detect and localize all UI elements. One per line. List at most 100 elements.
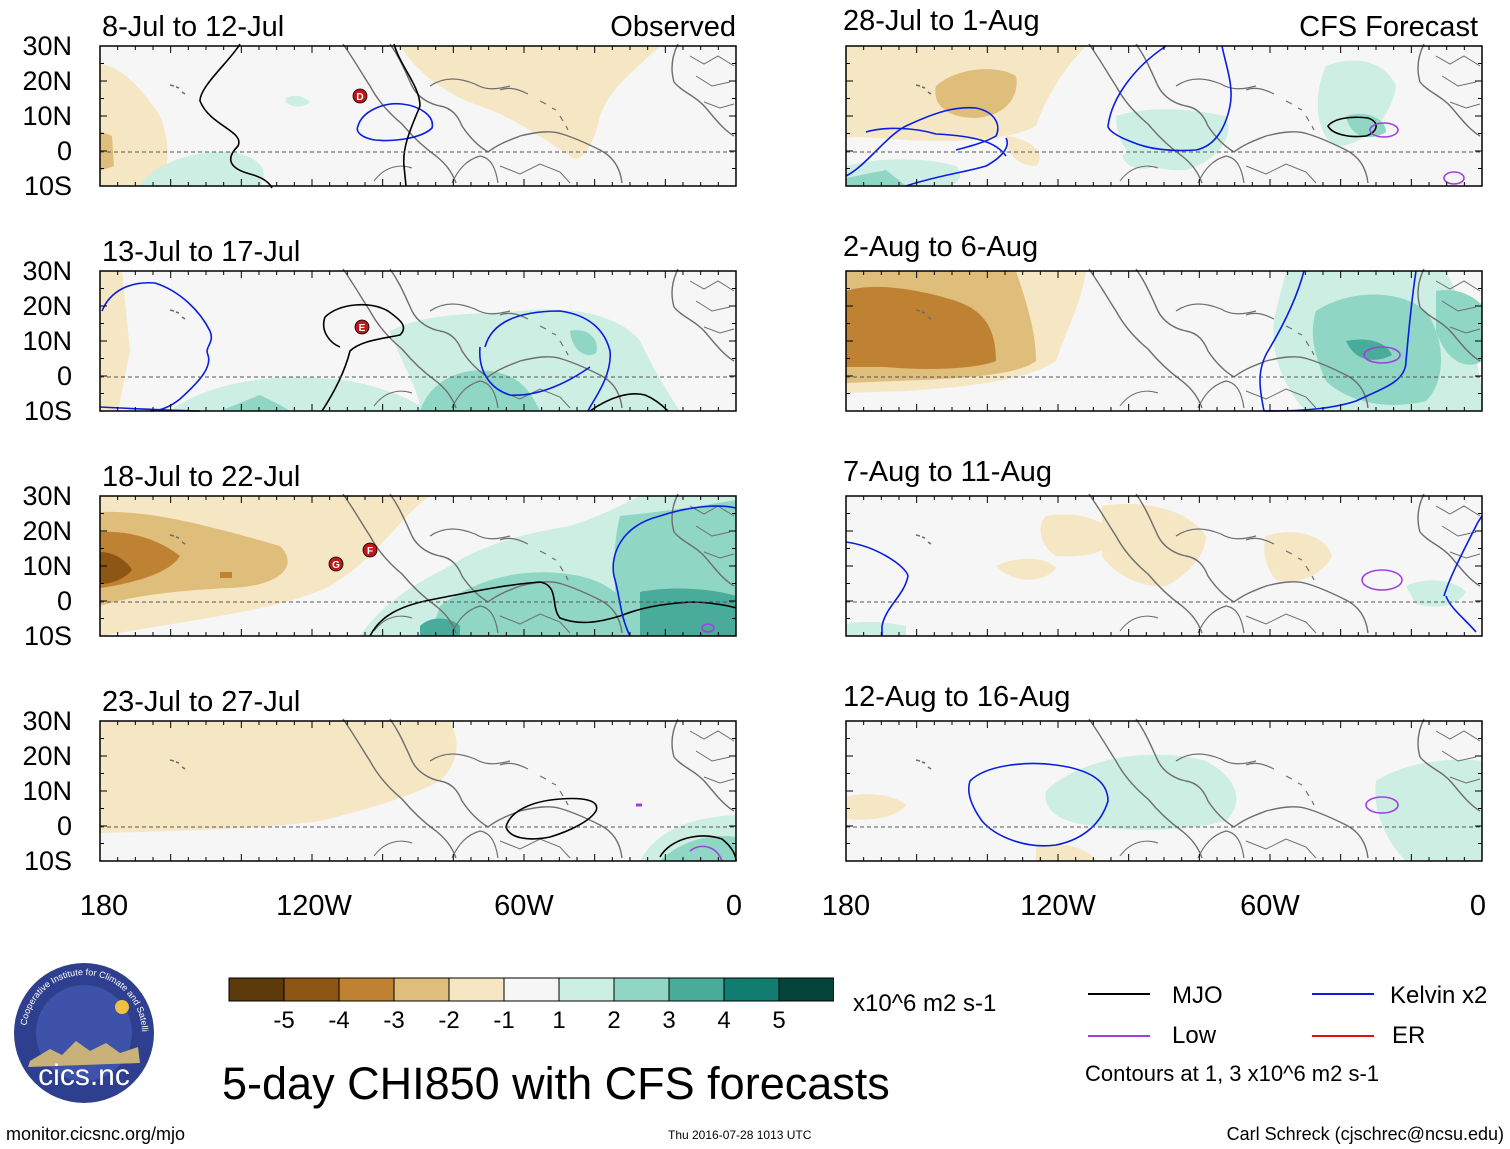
panel-label-fc1: 28-Jul to 1-Aug [843,5,1040,37]
lon-label: 180 [80,890,128,922]
panel-obs4 [99,718,737,862]
marker-G-label: G [332,560,340,571]
lon-label: 0 [726,890,742,922]
lat-label: 10N [22,776,72,806]
footer-timestamp: Thu 2016-07-28 1013 UTC [668,1128,812,1142]
marker-E: E [354,319,370,335]
marker-F: F [362,542,378,558]
colorbar-label: 4 [717,1007,731,1034]
lat-label: 30N [22,31,72,61]
colorbar-label: -2 [438,1007,460,1034]
cics-logo: Cooperative Institute for Climate and Sa… [7,955,158,1103]
lat-label: 20N [22,291,72,321]
panel-fc3 [845,493,1483,637]
colorbar-swatch [723,977,780,1002]
lat-label: 10S [24,171,72,201]
panel-fc2 [845,268,1483,412]
marker-D: D [352,88,368,104]
logo-text: cics.nc [38,1059,130,1092]
footer-author: Carl Schreck (cjschrec@ncsu.edu) [1226,1124,1504,1144]
lat-label: 0 [57,136,72,166]
legend-swatch-mjo [1088,993,1150,995]
lat-labels-obs2: 30N 20N 10N 0 10S [22,256,72,426]
colorbar-swatch [448,977,505,1002]
panel-label-fc2: 2-Aug to 6-Aug [843,231,1038,263]
colorbar-swatch [338,977,395,1002]
lat-label: 30N [22,481,72,511]
panel-label-obs4: 23-Jul to 27-Jul [102,686,300,718]
lat-label: 20N [22,741,72,771]
marker-D-label: D [356,92,363,103]
lat-label: 0 [57,586,72,616]
legend-label-low: Low [1172,1022,1217,1049]
legend-label-mjo: MJO [1172,982,1223,1009]
lon-label: 120W [1020,890,1096,922]
lat-label: 10S [24,396,72,426]
colorbar-swatch [228,977,285,1002]
colorbar-label: 1 [552,1007,566,1034]
colorbar-swatch [668,977,725,1002]
colorbar-swatch [283,977,340,1002]
panel-obs3: F G [99,493,737,637]
lat-label: 10N [22,551,72,581]
panel-obs2: E [99,268,737,412]
contours-note: Contours at 1, 3 x10^6 m2 s-1 [1085,1061,1380,1086]
lat-label: 10N [22,326,72,356]
lat-label: 10S [24,846,72,876]
colorbar-swatch [558,977,615,1002]
lon-label: 180 [822,890,870,922]
colorbar-swatch [393,977,450,1002]
panel-label-obs1: 8-Jul to 12-Jul [102,11,284,43]
map-panels: D E [22,5,1486,922]
colorbar-swatch [503,977,560,1002]
colorbar-label: 3 [662,1007,676,1034]
lat-labels-obs1: 30N 20N 10N 0 10S [22,31,72,201]
panel-label-fc3: 7-Aug to 11-Aug [843,456,1052,488]
legend-swatch-er [1312,1035,1374,1037]
lat-label: 30N [22,706,72,736]
lon-labels-left: 180 120W 60W 0 [80,890,742,922]
legend-swatch-kelvin [1312,993,1374,995]
colorbar-label: -5 [273,1007,295,1034]
forecast-header: CFS Forecast [1299,11,1478,43]
marker-E-label: E [359,323,366,334]
panel-obs1: D [99,43,737,189]
lat-label: 20N [22,516,72,546]
colorbar-label: -4 [328,1007,350,1034]
lat-labels-obs4: 30N 20N 10N 0 10S [22,706,72,876]
lat-label: 0 [57,361,72,391]
marker-G: G [328,556,344,572]
axis-ticks [99,45,1483,862]
colorbar-label: -1 [493,1007,515,1034]
colorbar [228,977,834,1002]
panel-fc1 [845,43,1483,187]
footer-url: monitor.cicsnc.org/mjo [6,1124,186,1144]
lat-label: 10S [24,621,72,651]
colorbar-swatch [778,977,834,1002]
lon-labels-right: 180 120W 60W 0 [822,890,1486,922]
legend-label-er: ER [1392,1022,1426,1049]
panel-fc4 [845,718,1483,862]
lon-label: 120W [276,890,352,922]
legend-label-kelvin: Kelvin x2 [1390,982,1488,1009]
lat-label: 0 [57,811,72,841]
marker-F-label: F [367,546,373,557]
lat-label: 30N [22,256,72,286]
lon-label: 0 [1470,890,1486,922]
colorbar-units: x10^6 m2 s-1 [853,990,997,1017]
observed-header: Observed [610,11,736,43]
lon-label: 60W [494,890,554,922]
legend-swatch-low [1088,1035,1150,1037]
lat-labels-obs3: 30N 20N 10N 0 10S [22,481,72,651]
figure-title: 5-day CHI850 with CFS forecasts [222,1058,890,1109]
colorbar-label: 5 [772,1007,786,1034]
colorbar-label: 2 [607,1007,621,1034]
panel-label-obs2: 13-Jul to 17-Jul [102,236,300,268]
colorbar-label: -3 [383,1007,405,1034]
lat-label: 20N [22,66,72,96]
colorbar-swatch [613,977,670,1002]
lat-label: 10N [22,101,72,131]
panel-label-obs3: 18-Jul to 22-Jul [102,461,300,493]
lon-label: 60W [1240,890,1300,922]
panel-label-fc4: 12-Aug to 16-Aug [843,681,1070,713]
